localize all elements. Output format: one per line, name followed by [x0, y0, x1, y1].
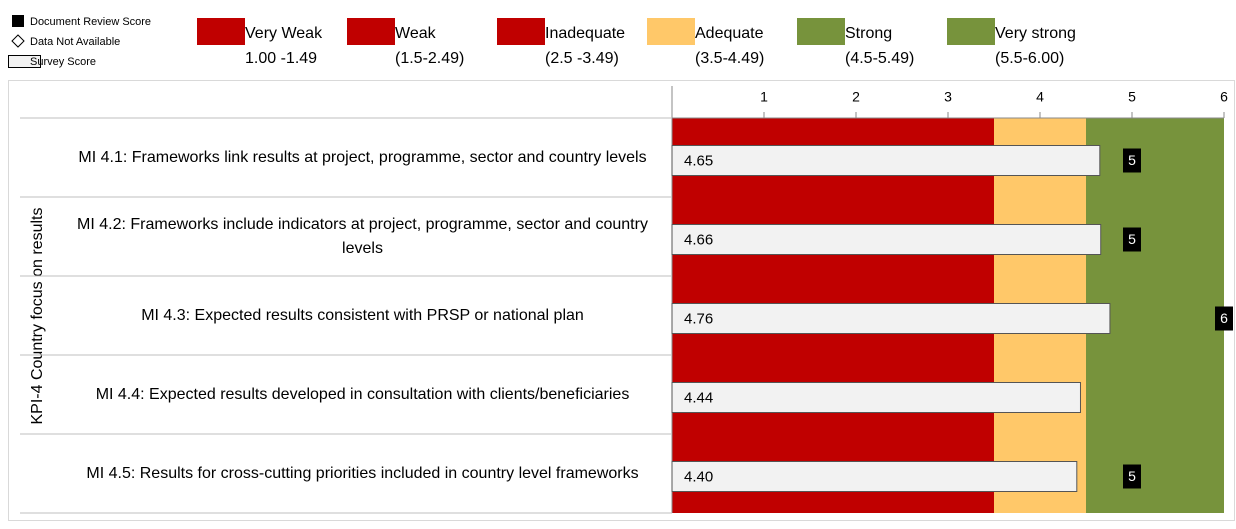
x-tick-label: 6: [1220, 89, 1228, 105]
band-range: (1.5-2.49): [395, 50, 464, 67]
band-name: Adequate: [695, 25, 764, 42]
x-tick-label: 5: [1128, 89, 1136, 105]
band-name: Very Weak: [245, 25, 323, 42]
band-swatch: [497, 18, 545, 45]
value-label: 4.65: [684, 152, 713, 169]
value-label: 4.44: [684, 389, 713, 406]
x-tick-label: 3: [944, 89, 952, 105]
band-swatch: [947, 18, 995, 45]
band-range: (4.5-5.49): [845, 50, 914, 67]
category-label: MI 4.5: Results for cross-cutting priori…: [86, 464, 639, 482]
doc-review-label: 6: [1220, 310, 1228, 326]
band-swatch: [647, 18, 695, 45]
band-swatch: [797, 18, 845, 45]
band-name: Very strong: [995, 25, 1076, 42]
value-label: 4.76: [684, 310, 713, 327]
survey-bar: [671, 461, 1078, 492]
band-range: 1.00 -1.49: [245, 50, 317, 67]
legend-label: Data Not Available: [30, 36, 120, 48]
survey-bar: [671, 224, 1102, 255]
value-label: 4.66: [684, 231, 713, 248]
legend-label: Document Review Score: [30, 16, 151, 28]
band-name: Weak: [395, 25, 437, 42]
doc-review-label: 5: [1128, 231, 1136, 247]
band-range: (2.5 -3.49): [545, 50, 619, 67]
doc-review-label: 5: [1128, 152, 1136, 168]
category-label: MI 4.3: Expected results consistent with…: [141, 306, 584, 324]
x-tick-label: 2: [852, 89, 860, 105]
legend-na-marker: [11, 34, 25, 48]
doc-review-marker: [1123, 464, 1141, 489]
band-name: Strong: [845, 25, 892, 42]
legend-survey-marker: [8, 55, 41, 68]
x-tick-label: 4: [1036, 89, 1044, 105]
doc-review-label: 5: [1128, 468, 1136, 484]
chart-frame: [8, 80, 1235, 521]
category-label: MI 4.1: Frameworks link results at proje…: [78, 148, 647, 166]
survey-bar: [671, 145, 1101, 176]
band-range: (5.5-6.00): [995, 50, 1064, 67]
legend-doc-marker: [12, 15, 24, 27]
band-swatch: [347, 18, 395, 45]
y-axis-label: KPI-4 Country focus on results: [29, 208, 46, 425]
survey-bar: [671, 303, 1111, 334]
band-name: Inadequate: [545, 25, 625, 42]
doc-review-marker: [1123, 227, 1141, 252]
doc-review-marker: [1215, 306, 1233, 331]
category-label: MI 4.4: Expected results developed in co…: [95, 385, 630, 403]
legend-label: Survey Score: [30, 56, 96, 68]
band-swatch: [197, 18, 245, 45]
band-range: (3.5-4.49): [695, 50, 764, 67]
value-label: 4.40: [684, 468, 713, 485]
x-tick-label: 1: [760, 89, 768, 105]
survey-bar: [671, 382, 1081, 413]
category-label: MI 4.2: Frameworks include indicators at…: [77, 215, 648, 257]
doc-review-marker: [1123, 148, 1141, 173]
